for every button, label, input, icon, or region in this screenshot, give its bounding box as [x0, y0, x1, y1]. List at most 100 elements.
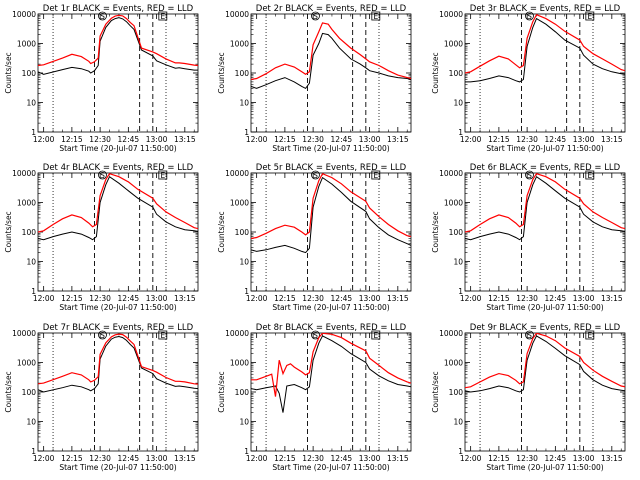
x-tick-label: 13:00: [359, 454, 381, 463]
x-tick-label: 12:15: [488, 454, 510, 463]
x-tick-label: 13:15: [387, 294, 409, 303]
x-tick-label: 13:00: [146, 135, 168, 144]
end-marker: [158, 11, 168, 21]
end-marker: [371, 11, 381, 21]
y-axis-label: Counts/sec: [217, 52, 226, 93]
y-tick-label: 10000: [439, 329, 463, 338]
panel-title: Det 3r BLACK = Events, RED = LLD: [470, 4, 621, 14]
x-tick-label: 13:00: [359, 135, 381, 144]
series-line-events: [251, 335, 411, 413]
x-tick-label: 12:45: [331, 454, 353, 463]
y-tick-label: 10000: [439, 169, 463, 178]
x-tick-label: 12:45: [545, 294, 567, 303]
x-tick-label: 12:30: [302, 294, 324, 303]
start-marker: [525, 170, 534, 180]
x-tick-label: 12:30: [89, 135, 111, 144]
x-axis-label: Start Time (20-Jul-07 11:50:00): [272, 144, 389, 153]
series-line-lld: [38, 14, 198, 67]
start-marker-label: S: [313, 12, 318, 21]
series-line-lld: [38, 173, 198, 233]
start-marker-label: S: [527, 331, 532, 340]
x-tick-label: 13:15: [387, 135, 409, 144]
panel-title: Det 8r BLACK = Events, RED = LLD: [256, 323, 407, 333]
y-tick-label: 1: [244, 447, 249, 456]
end-marker-label: E: [373, 12, 378, 21]
y-tick-label: 1: [31, 287, 36, 296]
start-marker: [98, 11, 107, 21]
y-tick-label: 1000: [230, 359, 249, 368]
panel-det-3: Det 3r BLACK = Events, RED = LLD 1 10 100 10…: [431, 4, 626, 153]
panel-title: Det 4r BLACK = Events, RED = LLD: [43, 163, 194, 173]
x-tick-label: 13:15: [601, 294, 623, 303]
series-line-lld: [465, 14, 625, 74]
y-axis-label: Counts/sec: [217, 211, 226, 252]
series-line-events: [465, 17, 625, 83]
start-marker-label: S: [100, 331, 105, 340]
start-marker-label: S: [313, 171, 318, 180]
y-tick-label: 1: [244, 287, 249, 296]
series-line-lld: [465, 333, 625, 389]
y-tick-label: 10: [453, 258, 463, 267]
series-line-events: [38, 335, 198, 393]
panel-det-6: Det 6r BLACK = Events, RED = LLD 1 10 100 10…: [431, 163, 626, 312]
x-axis-label: Start Time (20-Jul-07 11:50:00): [272, 463, 389, 472]
start-marker: [98, 330, 107, 340]
x-tick-label: 12:45: [331, 294, 353, 303]
series-line-lld: [38, 333, 198, 385]
x-tick-label: 12:00: [460, 135, 482, 144]
x-axis-label: Start Time (20-Jul-07 11:50:00): [272, 303, 389, 312]
end-marker: [158, 330, 168, 340]
start-marker-label: S: [527, 171, 532, 180]
panel-det-1: Det 1r BLACK = Events, RED = LLD 1 10 100 10…: [4, 4, 199, 153]
panel-title: Det 6r BLACK = Events, RED = LLD: [470, 163, 621, 173]
panel-title: Det 1r BLACK = Events, RED = LLD: [43, 4, 194, 14]
series-line-lld: [251, 22, 411, 81]
series-line-lld: [465, 173, 625, 233]
x-tick-label: 12:15: [274, 135, 296, 144]
x-tick-label: 12:15: [274, 454, 296, 463]
y-tick-label: 100: [235, 388, 250, 397]
x-tick-label: 12:45: [331, 135, 353, 144]
start-marker: [525, 11, 534, 21]
series-line-lld: [251, 333, 411, 397]
panel-det-4: Det 4r BLACK = Events, RED = LLD 1 10 100 10…: [4, 163, 199, 312]
end-marker-label: E: [373, 331, 378, 340]
panel-title: Det 9r BLACK = Events, RED = LLD: [470, 323, 621, 333]
y-tick-label: 100: [449, 388, 464, 397]
end-marker: [585, 330, 595, 340]
x-tick-label: 12:30: [516, 135, 538, 144]
x-tick-label: 12:45: [545, 454, 567, 463]
y-tick-label: 10000: [12, 169, 36, 178]
series-line-events: [465, 335, 625, 393]
x-tick-label: 12:00: [246, 454, 268, 463]
y-axis-label: Counts/sec: [4, 52, 13, 93]
end-marker-label: E: [160, 331, 165, 340]
y-tick-label: 10: [239, 418, 249, 427]
x-axis-label: Start Time (20-Jul-07 11:50:00): [486, 303, 603, 312]
x-tick-label: 12:15: [61, 294, 83, 303]
series-line-events: [38, 175, 198, 241]
x-tick-label: 13:15: [174, 454, 196, 463]
x-tick-label: 12:15: [488, 135, 510, 144]
y-axis-label: Counts/sec: [431, 52, 440, 93]
y-tick-label: 1: [244, 128, 249, 137]
panel-det-9: Det 9r BLACK = Events, RED = LLD 1 10 100 10…: [431, 323, 626, 472]
y-tick-label: 100: [22, 228, 37, 237]
y-tick-label: 10: [26, 258, 36, 267]
y-tick-label: 1000: [230, 40, 249, 49]
y-axis-label: Counts/sec: [431, 371, 440, 412]
y-axis-label: Counts/sec: [4, 371, 13, 412]
y-tick-label: 1000: [444, 40, 463, 49]
y-tick-label: 10000: [12, 10, 36, 19]
x-tick-label: 13:00: [146, 294, 168, 303]
y-tick-label: 10: [453, 99, 463, 108]
x-tick-label: 13:15: [601, 135, 623, 144]
y-tick-label: 1: [31, 447, 36, 456]
y-tick-label: 1: [31, 128, 36, 137]
y-tick-label: 100: [235, 228, 250, 237]
y-tick-label: 10000: [12, 329, 36, 338]
start-marker: [98, 170, 107, 180]
panel-det-7: Det 7r BLACK = Events, RED = LLD 1 10 100 10…: [4, 323, 199, 472]
x-tick-label: 12:15: [61, 135, 83, 144]
